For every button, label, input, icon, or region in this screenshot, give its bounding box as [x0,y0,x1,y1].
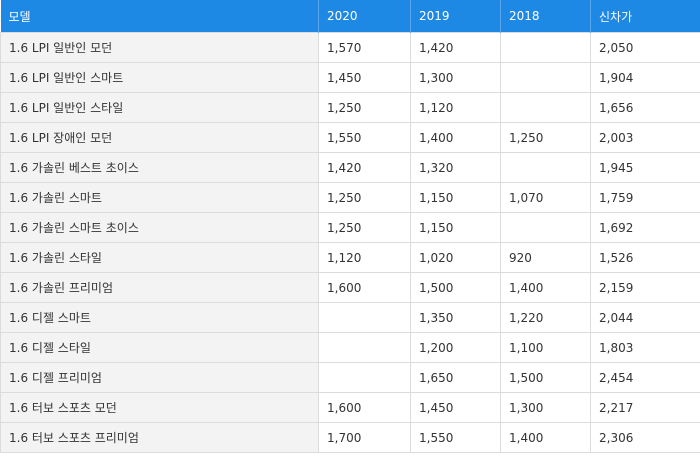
model-cell: 1.6 LPI 일반인 모던 [0,32,319,63]
value-cell: 920 [500,242,591,273]
value-cell: 1,904 [590,62,700,93]
table-row: 1.6 LPI 일반인 스마트 1,450 1,300 1,904 [0,62,700,93]
value-cell: 1,450 [318,62,411,93]
value-cell: 1,250 [318,212,411,243]
value-cell [500,32,591,63]
table-row: 1.6 가솔린 베스트 초이스 1,420 1,320 1,945 [0,152,700,183]
value-cell: 1,600 [318,392,411,423]
value-cell: 1,650 [410,362,501,393]
value-cell: 1,120 [410,92,501,123]
value-cell: 1,400 [500,272,591,303]
value-cell: 1,526 [590,242,700,273]
value-cell [500,212,591,243]
value-cell: 1,570 [318,32,411,63]
header-cell: 신차가 [590,0,700,33]
table-row: 1.6 LPI 장애인 모던 1,550 1,400 1,250 2,003 [0,122,700,153]
value-cell [318,362,411,393]
value-cell: 2,306 [590,422,700,453]
value-cell: 1,020 [410,242,501,273]
value-cell: 2,159 [590,272,700,303]
table-row: 1.6 디젤 스마트 1,350 1,220 2,044 [0,302,700,333]
value-cell: 1,120 [318,242,411,273]
model-cell: 1.6 가솔린 베스트 초이스 [0,152,319,183]
value-cell [500,152,591,183]
model-cell: 1.6 터보 스포츠 모던 [0,392,319,423]
table-row: 1.6 가솔린 프리미엄 1,600 1,500 1,400 2,159 [0,272,700,303]
table-row: 1.6 터보 스포츠 프리미엄 1,700 1,550 1,400 2,306 [0,422,700,453]
value-cell: 1,220 [500,302,591,333]
table-row: 1.6 가솔린 스타일 1,120 1,020 920 1,526 [0,242,700,273]
model-cell: 1.6 가솔린 스타일 [0,242,319,273]
model-cell: 1.6 LPI 일반인 스마트 [0,62,319,93]
value-cell: 2,217 [590,392,700,423]
value-cell: 1,656 [590,92,700,123]
model-cell: 1.6 가솔린 프리미엄 [0,272,319,303]
model-cell: 1.6 터보 스포츠 프리미엄 [0,422,319,453]
model-cell: 1.6 디젤 스타일 [0,332,319,363]
model-cell: 1.6 디젤 스마트 [0,302,319,333]
value-cell: 1,250 [318,182,411,213]
value-cell: 1,200 [410,332,501,363]
value-cell: 1,500 [410,272,501,303]
value-cell: 2,050 [590,32,700,63]
value-cell: 1,150 [410,182,501,213]
model-cell: 1.6 가솔린 스마트 초이스 [0,212,319,243]
value-cell [500,62,591,93]
value-cell [318,332,411,363]
table-row: 1.6 가솔린 스마트 1,250 1,150 1,070 1,759 [0,182,700,213]
value-cell [500,92,591,123]
value-cell: 1,250 [500,122,591,153]
value-cell: 1,420 [410,32,501,63]
value-cell: 1,300 [500,392,591,423]
value-cell: 1,100 [500,332,591,363]
value-cell: 1,250 [318,92,411,123]
value-cell: 1,700 [318,422,411,453]
value-cell: 1,350 [410,302,501,333]
header-cell: 2019 [410,0,501,33]
table-row: 1.6 디젤 프리미엄 1,650 1,500 2,454 [0,362,700,393]
value-cell [318,302,411,333]
value-cell: 1,070 [500,182,591,213]
table-row: 1.6 가솔린 스마트 초이스 1,250 1,150 1,692 [0,212,700,243]
value-cell: 1,945 [590,152,700,183]
value-cell: 1,600 [318,272,411,303]
value-cell: 2,044 [590,302,700,333]
table-row: 1.6 터보 스포츠 모던 1,600 1,450 1,300 2,217 [0,392,700,423]
model-cell: 1.6 가솔린 스마트 [0,182,319,213]
value-cell: 1,692 [590,212,700,243]
header-cell: 모델 [0,0,319,33]
value-cell: 1,400 [410,122,501,153]
table-row: 1.6 LPI 일반인 스타일 1,250 1,120 1,656 [0,92,700,123]
table-row: 1.6 디젤 스타일 1,200 1,100 1,803 [0,332,700,363]
value-cell: 1,500 [500,362,591,393]
value-cell: 1,320 [410,152,501,183]
value-cell: 1,300 [410,62,501,93]
value-cell: 1,803 [590,332,700,363]
header-row: 모델 2020 2019 2018 신차가 [0,0,700,33]
table-body: 1.6 LPI 일반인 모던 1,570 1,420 2,050 1.6 LPI 일반인… [0,32,700,453]
value-cell: 1,150 [410,212,501,243]
table-row: 1.6 LPI 일반인 모던 1,570 1,420 2,050 [0,32,700,63]
value-cell: 2,003 [590,122,700,153]
model-cell: 1.6 LPI 일반인 스타일 [0,92,319,123]
header-cell: 2018 [500,0,591,33]
value-cell: 1,550 [318,122,411,153]
header-cell: 2020 [318,0,411,33]
value-cell: 1,759 [590,182,700,213]
model-cell: 1.6 LPI 장애인 모던 [0,122,319,153]
value-cell: 1,550 [410,422,501,453]
value-cell: 1,400 [500,422,591,453]
value-cell: 1,450 [410,392,501,423]
value-cell: 1,420 [318,152,411,183]
value-cell: 2,454 [590,362,700,393]
model-cell: 1.6 디젤 프리미엄 [0,362,319,393]
